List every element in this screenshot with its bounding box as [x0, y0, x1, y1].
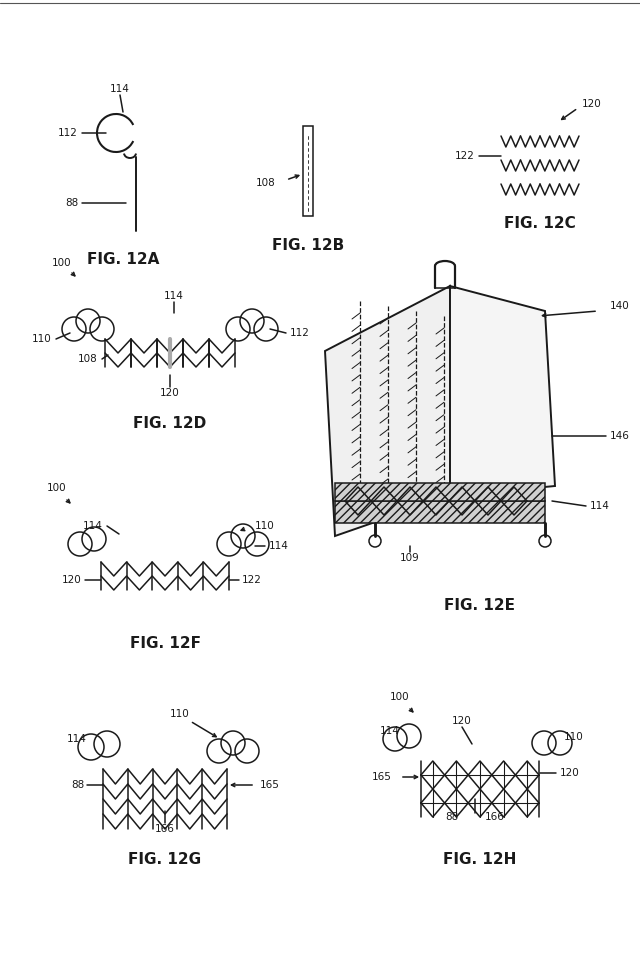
Text: 110: 110 [170, 709, 190, 719]
Text: FIG. 12E: FIG. 12E [445, 599, 515, 613]
Text: 88: 88 [71, 780, 84, 790]
Text: 109: 109 [400, 553, 420, 563]
Text: 88: 88 [445, 812, 458, 822]
Text: 166: 166 [485, 812, 505, 822]
Text: 88: 88 [65, 198, 78, 208]
Text: FIG. 12H: FIG. 12H [444, 851, 516, 867]
Text: 166: 166 [155, 824, 175, 834]
Text: 114: 114 [164, 291, 184, 301]
Text: FIG. 12B: FIG. 12B [272, 238, 344, 254]
Text: 100: 100 [390, 692, 410, 702]
Bar [335, 483, 545, 501]
Text: 120: 120 [62, 575, 82, 585]
Text: FIG. 12C: FIG. 12C [504, 216, 576, 232]
Text: FIG. 12G: FIG. 12G [129, 851, 202, 867]
Text: FIG. 12D: FIG. 12D [133, 415, 207, 431]
Text: 140: 140 [610, 301, 630, 311]
Text: 165: 165 [372, 772, 392, 782]
Text: FIG. 12F: FIG. 12F [129, 636, 200, 652]
Polygon shape [325, 286, 450, 536]
Text: 146: 146 [610, 431, 630, 441]
Text: 112: 112 [58, 128, 78, 138]
Text: 114: 114 [590, 501, 610, 511]
Text: 108: 108 [78, 354, 98, 364]
Text: 110: 110 [564, 732, 584, 742]
Text: 122: 122 [455, 151, 475, 161]
Text: 120: 120 [582, 99, 602, 109]
Text: FIG. 12A: FIG. 12A [87, 252, 159, 266]
Text: 120: 120 [452, 716, 472, 726]
Text: 114: 114 [269, 541, 289, 551]
Text: 110: 110 [255, 521, 275, 531]
Text: 114: 114 [110, 84, 130, 94]
Text: 110: 110 [32, 334, 52, 344]
Text: 100: 100 [52, 258, 72, 268]
Polygon shape [450, 286, 555, 496]
Text: 114: 114 [67, 734, 87, 744]
Text: 100: 100 [47, 483, 67, 493]
Text: 165: 165 [260, 780, 280, 790]
Text: 120: 120 [560, 768, 580, 778]
Bar [335, 501, 545, 523]
Text: 112: 112 [290, 328, 310, 338]
Text: 122: 122 [242, 575, 262, 585]
Text: 108: 108 [256, 178, 276, 188]
Text: 120: 120 [160, 388, 180, 398]
Bar [303, 126, 313, 216]
Text: 114: 114 [380, 726, 400, 736]
Text: 114: 114 [83, 521, 103, 531]
